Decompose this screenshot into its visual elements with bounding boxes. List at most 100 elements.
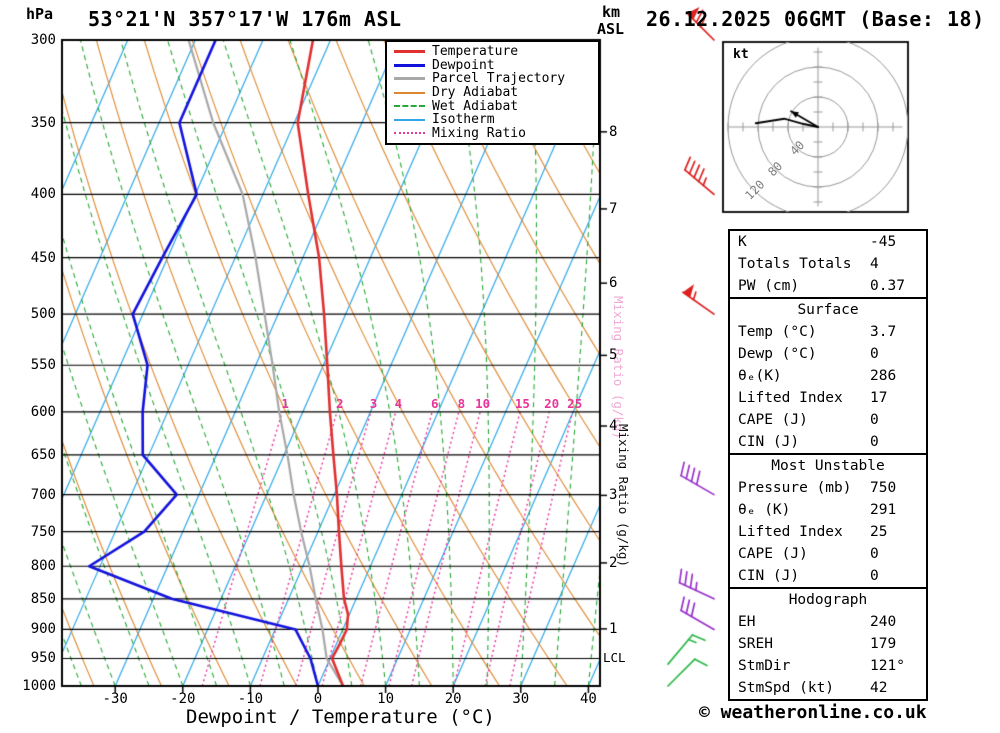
pressure-tick-label: 400 xyxy=(30,186,56,203)
pressure-tick-label: 600 xyxy=(30,403,56,420)
table-row: EH 240 xyxy=(730,611,926,633)
pressure-tick-label: 900 xyxy=(30,621,56,638)
temp-tick-label: 20 xyxy=(444,691,462,707)
table-row: Dewp (°C) 0 xyxy=(730,343,926,365)
legend-label: Parcel Trajectory xyxy=(432,71,566,87)
legend-swatch xyxy=(394,50,425,54)
table-row: Lifted Index 17 xyxy=(730,387,926,409)
legend-label: Dewpoint xyxy=(432,57,495,73)
mixing-ratio-value-label: 3 xyxy=(369,396,378,411)
row-value: 25 xyxy=(870,524,888,540)
pressure-tick-label: 750 xyxy=(30,523,56,540)
km-tick-label: 2 xyxy=(609,554,618,571)
mixing-ratio-value-label: 15 xyxy=(514,396,530,411)
km-tick-label: 1 xyxy=(609,620,618,637)
row-label: CIN (J) xyxy=(738,568,800,584)
temp-tick-label: 10 xyxy=(377,691,395,707)
indices-panel: K -45 Totals Totals 4 PW (cm) 0.37 Surface Temp… xyxy=(728,229,928,701)
table-row: CAPE (J) 0 xyxy=(730,409,926,431)
table-row: Temp (°C) 3.7 xyxy=(730,321,926,343)
legend-label: Wet Adiabat xyxy=(432,98,519,114)
table-row: Totals Totals 4 xyxy=(730,253,926,275)
row-value: 750 xyxy=(870,480,897,496)
table-row: PW (cm) 0.37 xyxy=(730,275,926,297)
stability-indices-box: K -45 Totals Totals 4 PW (cm) 0.37 xyxy=(728,229,928,299)
table-section-title: Most Unstable xyxy=(771,458,885,474)
table-row: SREH 179 xyxy=(730,633,926,655)
km-unit-label: km xyxy=(602,3,621,21)
hodograph-stats-box: Hodograph EH 240 SREH 179 StmDir 121° StmSpd (k… xyxy=(728,587,928,701)
table-row: θₑ(K) 286 xyxy=(730,365,926,387)
legend-label: Dry Adiabat xyxy=(432,85,519,101)
mixing-ratio-value-label: 25 xyxy=(567,396,583,411)
pressure-tick-label: 700 xyxy=(30,486,56,503)
row-label: Pressure (mb) xyxy=(738,480,852,496)
row-label: StmSpd (kt) xyxy=(738,680,835,696)
copyright: © weatheronline.co.uk xyxy=(699,702,927,723)
km-tick-label: 5 xyxy=(609,347,618,364)
pressure-tick-label: 300 xyxy=(30,32,56,48)
legend-swatch xyxy=(394,105,425,108)
temp-tick-label: 40 xyxy=(579,691,597,707)
table-row: CIN (J) 0 xyxy=(730,565,926,587)
table-section-title: Hodograph xyxy=(788,592,868,608)
mixing-ratio-value-label: 10 xyxy=(475,396,491,411)
x-axis-label: Dewpoint / Temperature (°C) xyxy=(186,706,495,728)
table-row: CIN (J) 0 xyxy=(730,431,926,453)
pressure-tick-label: 350 xyxy=(30,114,56,131)
km-tick-label: 6 xyxy=(609,275,618,292)
legend-swatch xyxy=(394,77,425,81)
pressure-tick-label: 1000 xyxy=(22,678,56,694)
pressure-tick-label: 500 xyxy=(30,306,56,323)
row-value: 17 xyxy=(870,390,888,406)
legend-label: Isotherm xyxy=(432,112,495,128)
km-tick-label: 4 xyxy=(609,418,618,435)
legend-swatch xyxy=(394,63,425,67)
row-label: CAPE (J) xyxy=(738,546,808,562)
row-value: 0 xyxy=(870,346,879,362)
row-value: 0 xyxy=(870,568,879,584)
lcl-marker-label: LCL xyxy=(603,650,626,666)
km-tick-label: 8 xyxy=(609,123,618,140)
asl-unit-label: ASL xyxy=(597,20,625,38)
row-label: θₑ(K) xyxy=(738,368,782,384)
legend-swatch xyxy=(394,91,425,94)
hodograph-unit-label: kt xyxy=(733,47,749,62)
table-row: θₑ (K) 291 xyxy=(730,499,926,521)
row-value: 0 xyxy=(870,434,879,450)
pressure-tick-label: 650 xyxy=(30,446,56,463)
row-label: EH xyxy=(738,614,756,630)
table-section-title: Surface xyxy=(797,302,859,318)
row-label: Dewp (°C) xyxy=(738,346,817,362)
row-value: 42 xyxy=(870,680,888,696)
legend-item: Parcel Trajectory xyxy=(387,72,598,86)
row-label: Lifted Index xyxy=(738,524,843,540)
temp-tick-label: 30 xyxy=(512,691,530,707)
row-label: SREH xyxy=(738,636,773,652)
mixing-ratio-value-label: 20 xyxy=(544,396,560,411)
row-label: Totals Totals xyxy=(738,256,852,272)
row-value: 240 xyxy=(870,614,897,630)
legend-item: Dry Adiabat xyxy=(387,86,598,100)
row-value: 0.37 xyxy=(870,278,905,294)
mixing-ratio-value-label: 4 xyxy=(394,396,403,411)
km-tick-label: 7 xyxy=(609,200,618,217)
pressure-tick-label: 550 xyxy=(30,357,56,374)
row-label: PW (cm) xyxy=(738,278,800,294)
temp-tick-label: 0 xyxy=(313,691,323,707)
legend: Temperature Dewpoint Parcel Trajectory Dry … xyxy=(385,40,600,146)
legend-item: Mixing Ratio xyxy=(387,127,598,141)
row-value: 121° xyxy=(870,658,905,674)
km-tick-label: 3 xyxy=(609,487,618,504)
pressure-unit-label: hPa xyxy=(26,5,54,23)
row-value: 179 xyxy=(870,636,897,652)
row-label: Lifted Index xyxy=(738,390,843,406)
mixing-ratio-value-label: 6 xyxy=(430,396,439,411)
mixing-ratio-value-label: 1 xyxy=(281,396,289,411)
legend-item: Dewpoint xyxy=(387,59,598,73)
legend-swatch xyxy=(394,132,425,135)
temp-tick-label: -20 xyxy=(170,691,196,707)
pressure-tick-label: 850 xyxy=(30,590,56,607)
row-value: 4 xyxy=(870,256,879,272)
